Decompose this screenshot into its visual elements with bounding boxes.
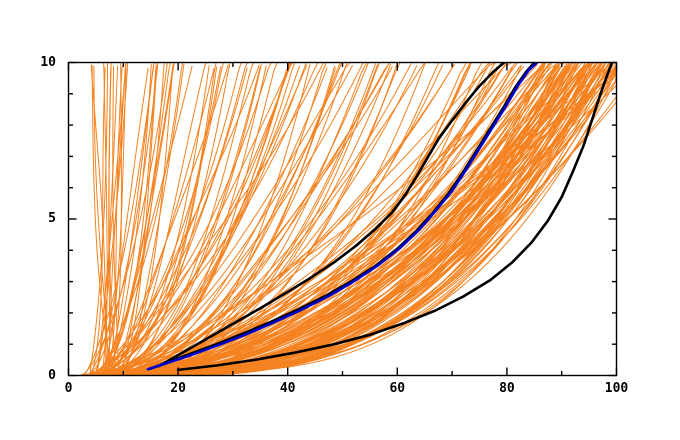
prediction-curve xyxy=(82,65,155,376)
axis-frame xyxy=(67,61,618,377)
prediction-curve xyxy=(92,62,617,376)
highlight-curves xyxy=(146,61,614,372)
x-tick-label: 0 xyxy=(64,381,73,396)
prediction-curve xyxy=(80,62,319,376)
prediction-curve xyxy=(89,62,324,376)
prediction-curve xyxy=(97,62,513,375)
prediction-curve xyxy=(116,62,208,376)
prediction-curve xyxy=(86,62,159,376)
prediction-curve xyxy=(81,62,292,376)
prediction-curve xyxy=(103,62,249,376)
x-tick-label: 40 xyxy=(279,381,296,396)
prediction-curve xyxy=(94,65,353,376)
prediction-curve xyxy=(118,65,620,376)
x-tick-label: 100 xyxy=(604,381,629,396)
prediction-curve xyxy=(89,65,193,376)
prediction-curve xyxy=(84,64,617,376)
highlight-curve-black-upper xyxy=(157,61,506,368)
y-tick-label: 5 xyxy=(48,211,56,226)
prediction-curve xyxy=(102,63,600,376)
prediction-curve xyxy=(88,62,546,376)
prediction-curve xyxy=(83,62,272,376)
x-tick-label: 60 xyxy=(389,381,406,396)
mask-right xyxy=(616,0,680,440)
y-tick-label: 10 xyxy=(40,54,56,70)
x-tick-label: 80 xyxy=(499,381,515,396)
prediction-curve xyxy=(95,62,255,376)
mask-left xyxy=(0,0,69,440)
highlight-curve-black-lower xyxy=(176,61,614,372)
prediction-curve xyxy=(102,62,426,375)
prediction-curves xyxy=(79,62,620,377)
prediction-curve xyxy=(93,65,109,376)
prediction-curve xyxy=(90,64,605,376)
prediction-curve xyxy=(108,63,152,376)
mask-bottom xyxy=(0,375,680,440)
prediction-curve xyxy=(95,62,612,376)
prediction-curve xyxy=(96,62,497,376)
prediction-curve xyxy=(79,62,168,376)
mask-top xyxy=(0,0,680,63)
prediction-curve xyxy=(104,62,391,375)
prediction-curve xyxy=(94,62,551,376)
y-tick-label: 0 xyxy=(48,367,56,383)
prediction-curve xyxy=(85,67,149,376)
highlight-curve-blue-server xyxy=(146,61,539,371)
x-tick-label: 20 xyxy=(170,381,186,396)
